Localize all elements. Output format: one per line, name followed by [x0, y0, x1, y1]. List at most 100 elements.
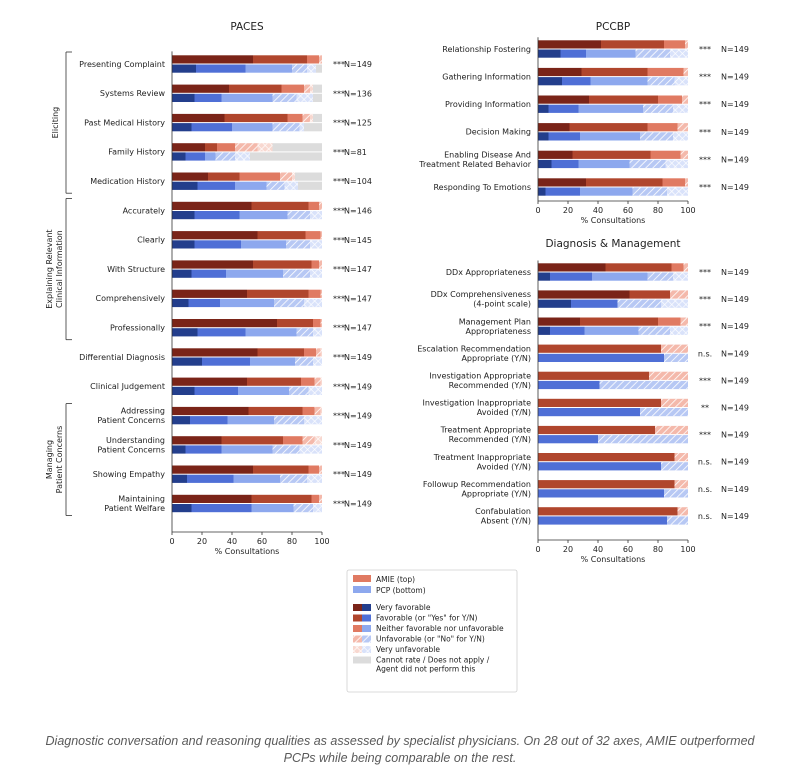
legend-swatch-na [353, 656, 371, 664]
pcp-bar-segment-hatch [266, 181, 285, 190]
pcp-bar-segment [227, 416, 274, 425]
legend-category-swatch [353, 625, 371, 632]
row-label: With Structure [107, 265, 165, 274]
amie-bar-segment [172, 436, 222, 445]
amie-bar-segment [538, 371, 649, 380]
x-tick-label: 80 [653, 545, 663, 554]
x-tick-label: 80 [287, 537, 297, 546]
x-tick-label: 0 [169, 537, 174, 546]
amie-bar-segment [538, 67, 582, 77]
pcp-bar-segment [250, 152, 322, 161]
pccbp-chart: PCCBP Relationship Fostering *** N=149 Gathe… [418, 21, 749, 225]
bar-row [172, 84, 322, 102]
amie-bar-segment-hatch [670, 290, 688, 299]
pcp-bar-segment [172, 416, 190, 425]
amie-bar-segment [253, 465, 309, 474]
pcp-bar-segment-hatch [215, 152, 235, 161]
amie-bar-segment [251, 494, 312, 503]
pcp-bar-segment-hatch [313, 504, 322, 513]
amie-bar-segment [253, 55, 307, 64]
amie-bar-segment-hatch [257, 143, 273, 152]
pcp-bar-segment [191, 504, 252, 513]
amie-bar-segment [172, 289, 247, 298]
sample-size-label: N=149 [721, 322, 749, 331]
significance-label: *** [333, 382, 345, 391]
pcp-bar-segment-hatch [296, 93, 313, 102]
pcp-bar-segment [194, 240, 241, 249]
pcp-bar-segment-hatch [284, 181, 298, 190]
legend-category-swatch [353, 646, 371, 653]
amie-bar-segment [601, 40, 664, 49]
significance-label: *** [699, 45, 711, 54]
pcp-bar-segment [187, 474, 234, 483]
amie-bar-segment-hatch [685, 178, 688, 187]
pcp-bar-segment [548, 104, 579, 113]
pcp-bar-segment-hatch [313, 357, 322, 366]
pcp-bar-segment [188, 298, 220, 308]
sample-size-label: N=149 [721, 376, 749, 385]
pcp-bar-segment [191, 269, 226, 278]
sample-size-label: N=147 [344, 324, 372, 333]
amie-bar-segment [658, 317, 681, 326]
pcp-bar-segment [551, 159, 579, 169]
legend: AMIE (top) PCP (bottom) Very favorable Favo… [346, 569, 518, 693]
pcp-bar-segment-hatch [629, 159, 666, 169]
pcp-bar-segment [313, 93, 322, 102]
pcp-bar-segment-hatch [599, 380, 688, 390]
bar-row [172, 231, 322, 249]
amie-bar-segment [538, 150, 573, 159]
pcp-bar-segment [202, 357, 250, 366]
amie-bar-segment [253, 260, 312, 269]
row-label: Family History [108, 148, 165, 157]
row-label: Addressing Patient Concerns [97, 407, 165, 426]
amie-bar-segment-hatch [677, 507, 688, 516]
amie-bar-segment [172, 55, 253, 64]
pcp-bar-segment-hatch [310, 240, 322, 249]
amie-bar-segment-hatch [674, 453, 688, 462]
x-tick-label: 0 [535, 545, 540, 554]
row-label: Presenting Complaint [79, 60, 165, 69]
pcp-bar-segment-hatch [667, 516, 688, 525]
significance-label: *** [699, 268, 711, 277]
amie-bar-segment [172, 319, 277, 328]
pcp-bar-segment [538, 489, 664, 498]
amie-bar-segment-hatch [304, 84, 310, 93]
amie-bar-segment [671, 263, 684, 272]
pcp-bar-segment [197, 181, 235, 190]
pcp-bar-segment-hatch [296, 328, 313, 337]
significance-label: *** [333, 294, 345, 303]
legend-category-label: Very favorable [376, 603, 431, 612]
row-label: Differential Diagnosis [79, 353, 165, 362]
pcp-bar-segment-hatch [661, 299, 688, 308]
amie-bar-segment [172, 172, 208, 181]
significance-label: ** [701, 404, 709, 413]
pcp-bar-segment-hatch [670, 49, 688, 58]
pcp-bar-segment [578, 104, 643, 113]
pcp-bar-segment [172, 123, 192, 132]
chart-title: Diagnosis & Management [545, 238, 680, 250]
bar-row [172, 406, 322, 425]
sample-size-label: N=149 [721, 100, 749, 109]
pcp-bar-segment-hatch [647, 272, 673, 281]
amie-bar-segment [313, 319, 321, 328]
legend-category-label: Favorable (or "Yes" for Y/N) [376, 614, 478, 623]
significance-label: *** [699, 295, 711, 304]
x-tick-label: 20 [197, 537, 207, 546]
x-tick-label: 40 [593, 545, 603, 554]
significance-label: *** [333, 89, 345, 98]
pcp-bar-segment [172, 504, 192, 513]
row-label: Clinical Judgement [90, 382, 165, 391]
legend-swatch-pcp [353, 586, 371, 593]
amie-bar-segment [586, 178, 663, 187]
amie-bar-segment-hatch [314, 436, 322, 445]
sample-size-label: N=149 [721, 349, 749, 358]
diagnosis-management-chart: Diagnosis & Management DDx Appropriatenes… [417, 238, 749, 564]
amie-bar-segment [580, 317, 658, 326]
sample-size-label: N=147 [344, 265, 372, 274]
row-label: Management Plan Appropriateness [459, 317, 531, 336]
pcp-bar-segment [196, 64, 246, 73]
bar-row [538, 317, 688, 335]
amie-bar-segment [283, 436, 303, 445]
row-label: Followup Recommendation Appropriate (Y/N) [423, 480, 531, 499]
pcp-bar-segment-hatch [292, 64, 307, 73]
